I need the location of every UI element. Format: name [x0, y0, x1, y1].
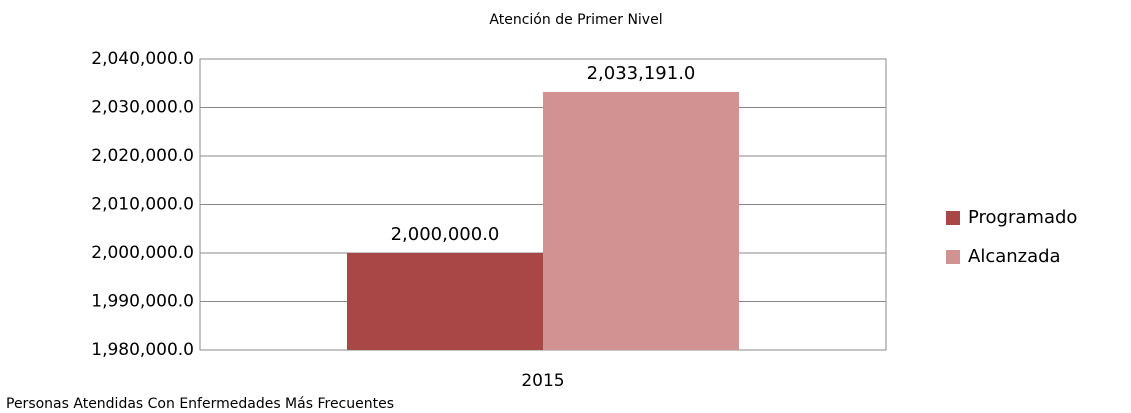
y-tick-label: 2,020,000.0 [91, 146, 194, 166]
y-tick-label: 2,030,000.0 [91, 98, 194, 118]
y-tick-label: 1,990,000.0 [91, 292, 194, 312]
chart-title: Atención de Primer Nivel [489, 12, 662, 28]
legend-swatch [946, 250, 960, 264]
y-tick-label: 2,040,000.0 [91, 49, 194, 69]
value-label: 2,033,191.0 [587, 63, 696, 84]
y-tick-label: 2,010,000.0 [91, 195, 194, 215]
y-tick-label: 2,000,000.0 [91, 243, 194, 263]
x-tick-label: 2015 [521, 371, 564, 391]
y-tick-label: 1,980,000.0 [91, 340, 194, 360]
bar [347, 253, 543, 350]
value-label: 2,000,000.0 [391, 224, 500, 245]
bar [543, 92, 739, 350]
legend-label: Programado [968, 207, 1077, 228]
legend-label: Alcanzada [968, 246, 1061, 267]
x-axis-label: Personas Atendidas Con Enfermedades Más … [6, 396, 394, 412]
legend-swatch [946, 211, 960, 225]
